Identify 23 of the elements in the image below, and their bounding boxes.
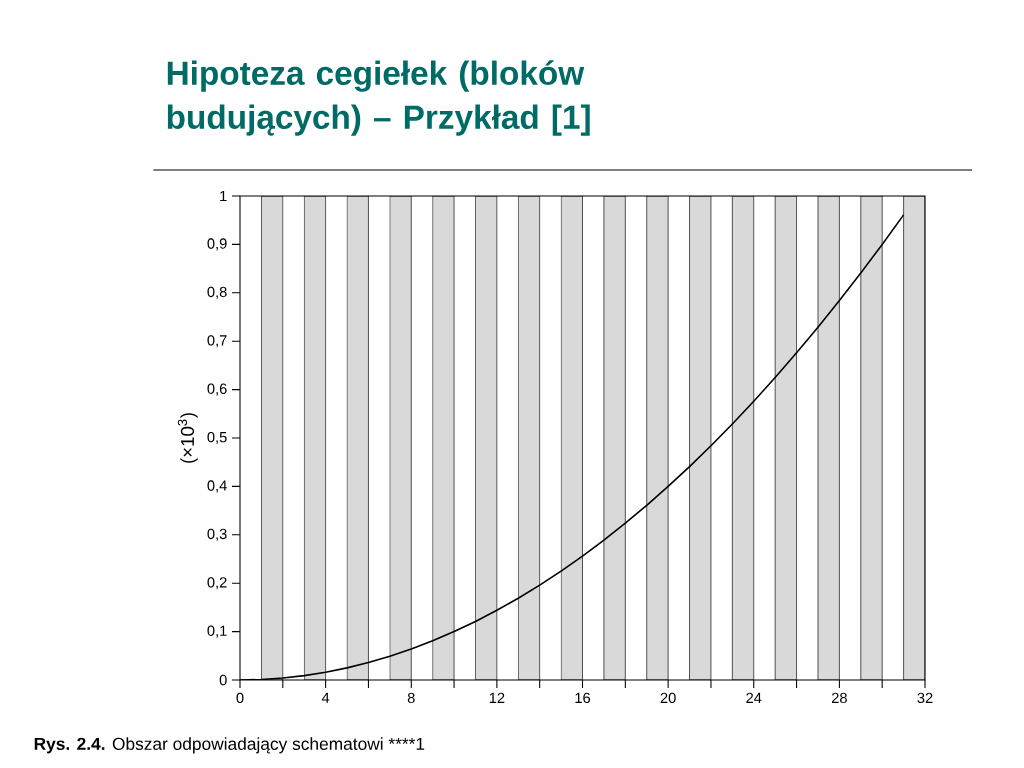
y-tick-label: 0,3: [207, 528, 227, 541]
y-tick-label: 0,5: [207, 431, 227, 445]
y-tick-label: 0,4: [207, 480, 227, 493]
x-tick-label: 8: [407, 692, 415, 704]
y-tick-label: 0,8: [207, 286, 227, 299]
x-tick-label: 0: [236, 692, 244, 704]
chart-title: Hipoteza cegiełek (bloków budujących) – Przykład [1]: [167, 60, 590, 136]
y-tick-label: 0: [219, 674, 227, 686]
x-tick-label: 16: [575, 692, 591, 704]
x-tick-label: 4: [321, 692, 330, 703]
y-tick-label: 1: [220, 190, 227, 202]
x-tick-label: 28: [831, 692, 847, 704]
y-tick-label: 0,2: [207, 577, 227, 590]
y-tick-label: 0,6: [207, 383, 227, 396]
x-tick-label: 20: [660, 692, 676, 704]
y-axis-title: (×10$^{3}$): [177, 413, 198, 463]
x-tick-label: 12: [489, 692, 505, 703]
y-tick-label: 0,7: [207, 335, 227, 348]
y-tick-label: 0,9: [207, 238, 227, 251]
y-tick-label: 0,1: [207, 625, 227, 638]
x-tick-label: 32: [917, 692, 933, 704]
text: Rys. 2.4. Obszar odpowiadający schematowi ****1: [34, 737, 425, 754]
x-tick-label: 24: [746, 692, 762, 703]
